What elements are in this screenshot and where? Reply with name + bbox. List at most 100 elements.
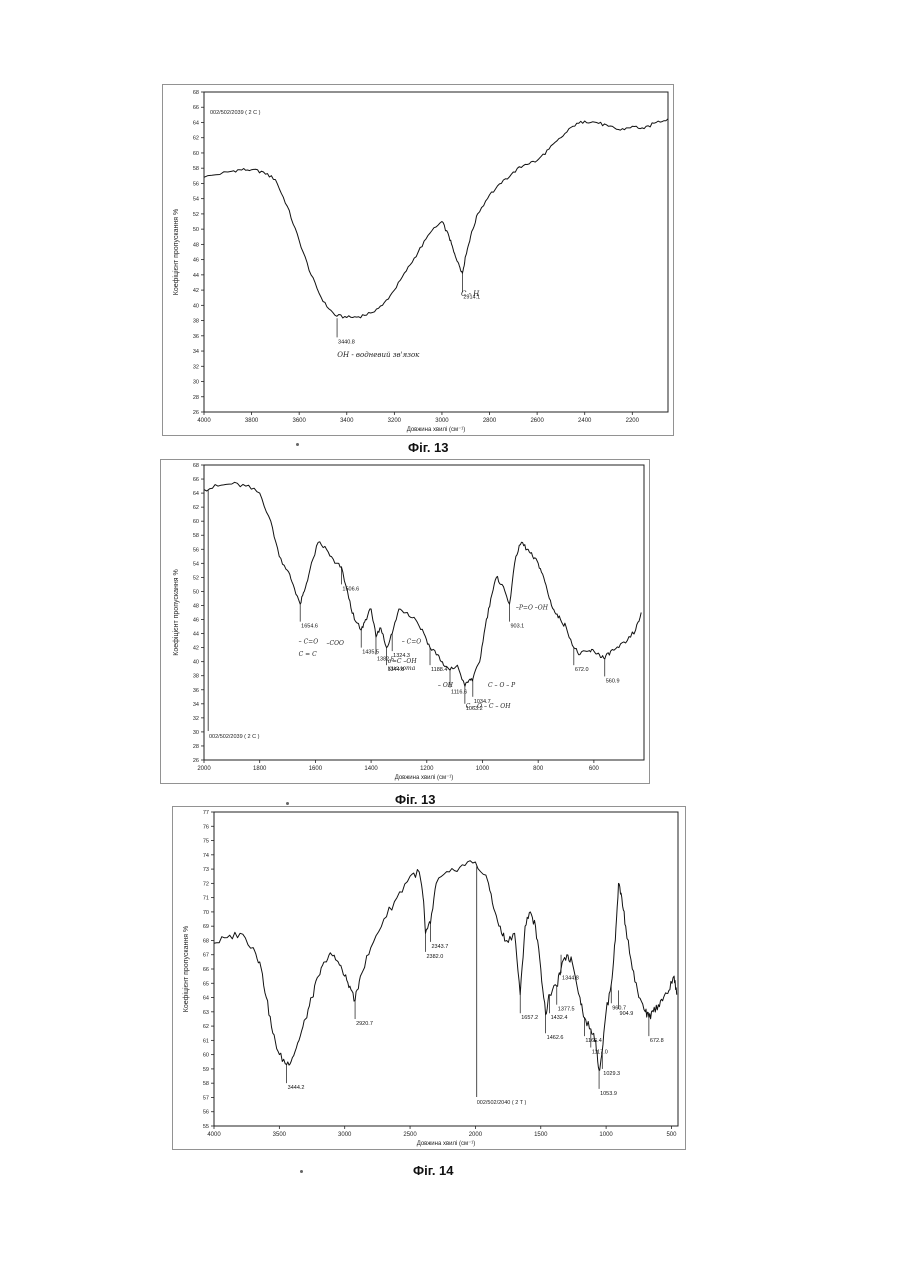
band-annotation: ОН - водневий зв'язок [337, 351, 420, 359]
spectrum-line [204, 482, 641, 686]
y-tick-label: 62 [203, 1024, 209, 1030]
y-tick-label: 26 [193, 758, 199, 764]
x-tick-label: 3400 [340, 418, 354, 424]
x-tick-label: 3600 [292, 418, 306, 424]
y-tick-label: 63 [203, 1010, 209, 1016]
y-tick-label: 60 [203, 1053, 209, 1059]
x-tick-label: 4000 [207, 1132, 221, 1138]
y-axis-label: Коефіцієнт пропускання % [172, 209, 180, 295]
x-tick-label: 2000 [197, 766, 211, 772]
y-tick-label: 74 [203, 853, 209, 859]
x-tick-label: 500 [666, 1132, 677, 1138]
ir-spectrum-figure-2: 2628303234363840424446485052545658606264… [160, 459, 650, 784]
plot-frame [204, 465, 644, 760]
y-tick-label: 75 [203, 839, 209, 845]
y-tick-label: 58 [193, 166, 199, 172]
peak-label: 1117.0 [592, 1050, 608, 1056]
y-tick-label: 54 [193, 197, 199, 203]
y-tick-label: 46 [193, 618, 199, 624]
y-tick-label: 77 [203, 810, 209, 816]
scan-speck [300, 1170, 303, 1173]
spectrum-line [204, 119, 668, 318]
x-tick-label: 2500 [403, 1132, 417, 1138]
y-tick-label: 46 [193, 258, 199, 264]
peak-label: 1377.5 [558, 1007, 575, 1013]
y-tick-label: 73 [203, 867, 209, 873]
y-axis-label: Коефіцієнт пропускання % [182, 926, 190, 1012]
x-tick-label: 4000 [197, 418, 211, 424]
band-annotation: –СОО [327, 640, 345, 647]
peak-label: 1462.6 [547, 1035, 564, 1041]
band-annotation: – С=О [402, 638, 422, 645]
x-tick-label: 2200 [626, 418, 640, 424]
y-tick-label: 44 [193, 273, 199, 279]
y-tick-label: 60 [193, 519, 199, 525]
y-tick-label: 54 [193, 561, 199, 567]
y-tick-label: 58 [193, 533, 199, 539]
peak-label: 1657.2 [521, 1015, 538, 1021]
y-axis-label: Коефіцієнт пропускання % [172, 569, 180, 655]
band-annotation: σ=С –ОН [388, 658, 418, 665]
peak-label: 1435.5 [362, 650, 379, 656]
y-tick-label: 68 [193, 463, 199, 469]
y-tick-label: 64 [203, 996, 209, 1002]
y-tick-label: 62 [193, 136, 199, 142]
x-tick-label: 1000 [476, 766, 490, 772]
y-tick-label: 36 [193, 334, 199, 340]
peak-label: 560.9 [606, 678, 620, 684]
sample-id-label: 002/502/2040 ( 2 T ) [477, 1100, 527, 1106]
y-tick-label: 64 [193, 491, 199, 497]
y-tick-label: 67 [203, 953, 209, 959]
y-tick-label: 52 [193, 212, 199, 218]
y-tick-label: 68 [193, 90, 199, 96]
y-tick-label: 55 [203, 1124, 209, 1130]
y-tick-label: 56 [193, 547, 199, 553]
y-tick-label: 62 [193, 505, 199, 511]
y-tick-label: 56 [203, 1110, 209, 1116]
y-tick-label: 32 [193, 364, 199, 370]
y-tick-label: 40 [193, 660, 199, 666]
y-tick-label: 34 [193, 349, 199, 355]
band-annotation: С - Н [461, 290, 480, 298]
y-tick-label: 52 [193, 575, 199, 581]
peak-label: 3444.2 [288, 1085, 305, 1091]
y-tick-label: 70 [203, 910, 209, 916]
x-tick-label: 800 [533, 766, 544, 772]
peak-label: 1654.6 [301, 624, 318, 630]
y-tick-label: 57 [203, 1095, 209, 1101]
y-tick-label: 59 [203, 1067, 209, 1073]
spectrum-chart-2: 2628303234363840424446485052545658606264… [160, 459, 650, 784]
figure-caption-1: Фіг. 13 [408, 440, 449, 455]
y-tick-label: 64 [193, 120, 199, 126]
y-tick-label: 69 [203, 924, 209, 930]
y-tick-label: 60 [193, 151, 199, 157]
y-tick-label: 38 [193, 674, 199, 680]
ir-spectrum-figure-1: 2628303234363840424446485052545658606264… [162, 84, 674, 436]
peak-label: 2382.0 [426, 954, 443, 960]
sample-id-label: 002/502/2039 ( 2 C ) [210, 110, 261, 116]
y-tick-label: 65 [203, 981, 209, 987]
spectrum-chart-1: 2628303234363840424446485052545658606264… [162, 84, 674, 436]
ir-spectrum-figure-3: 5556575859606162636465666768697071727374… [172, 806, 686, 1150]
y-tick-label: 76 [203, 824, 209, 830]
y-tick-label: 38 [193, 319, 199, 325]
x-tick-label: 600 [589, 766, 600, 772]
x-tick-label: 3200 [388, 418, 402, 424]
figure-border [173, 807, 686, 1150]
y-tick-label: 61 [203, 1038, 209, 1044]
peak-label: 904.9 [620, 1011, 634, 1017]
peak-label: 2920.7 [356, 1021, 373, 1027]
peak-label: 672.0 [575, 667, 589, 673]
y-tick-label: 72 [203, 881, 209, 887]
sample-id-label: 002/502/2039 ( 2 C ) [209, 734, 260, 740]
y-tick-label: 26 [193, 410, 199, 416]
y-tick-label: 28 [193, 744, 199, 750]
y-tick-label: 42 [193, 646, 199, 652]
x-tick-label: 3000 [435, 418, 449, 424]
band-annotation: –Р=О –ОН [516, 605, 549, 612]
x-tick-label: 1400 [364, 766, 378, 772]
y-tick-label: 50 [193, 589, 199, 595]
spectrum-chart-3: 5556575859606162636465666768697071727374… [172, 806, 686, 1150]
x-tick-label: 1000 [599, 1132, 613, 1138]
band-annotation: – С=О [299, 638, 319, 645]
